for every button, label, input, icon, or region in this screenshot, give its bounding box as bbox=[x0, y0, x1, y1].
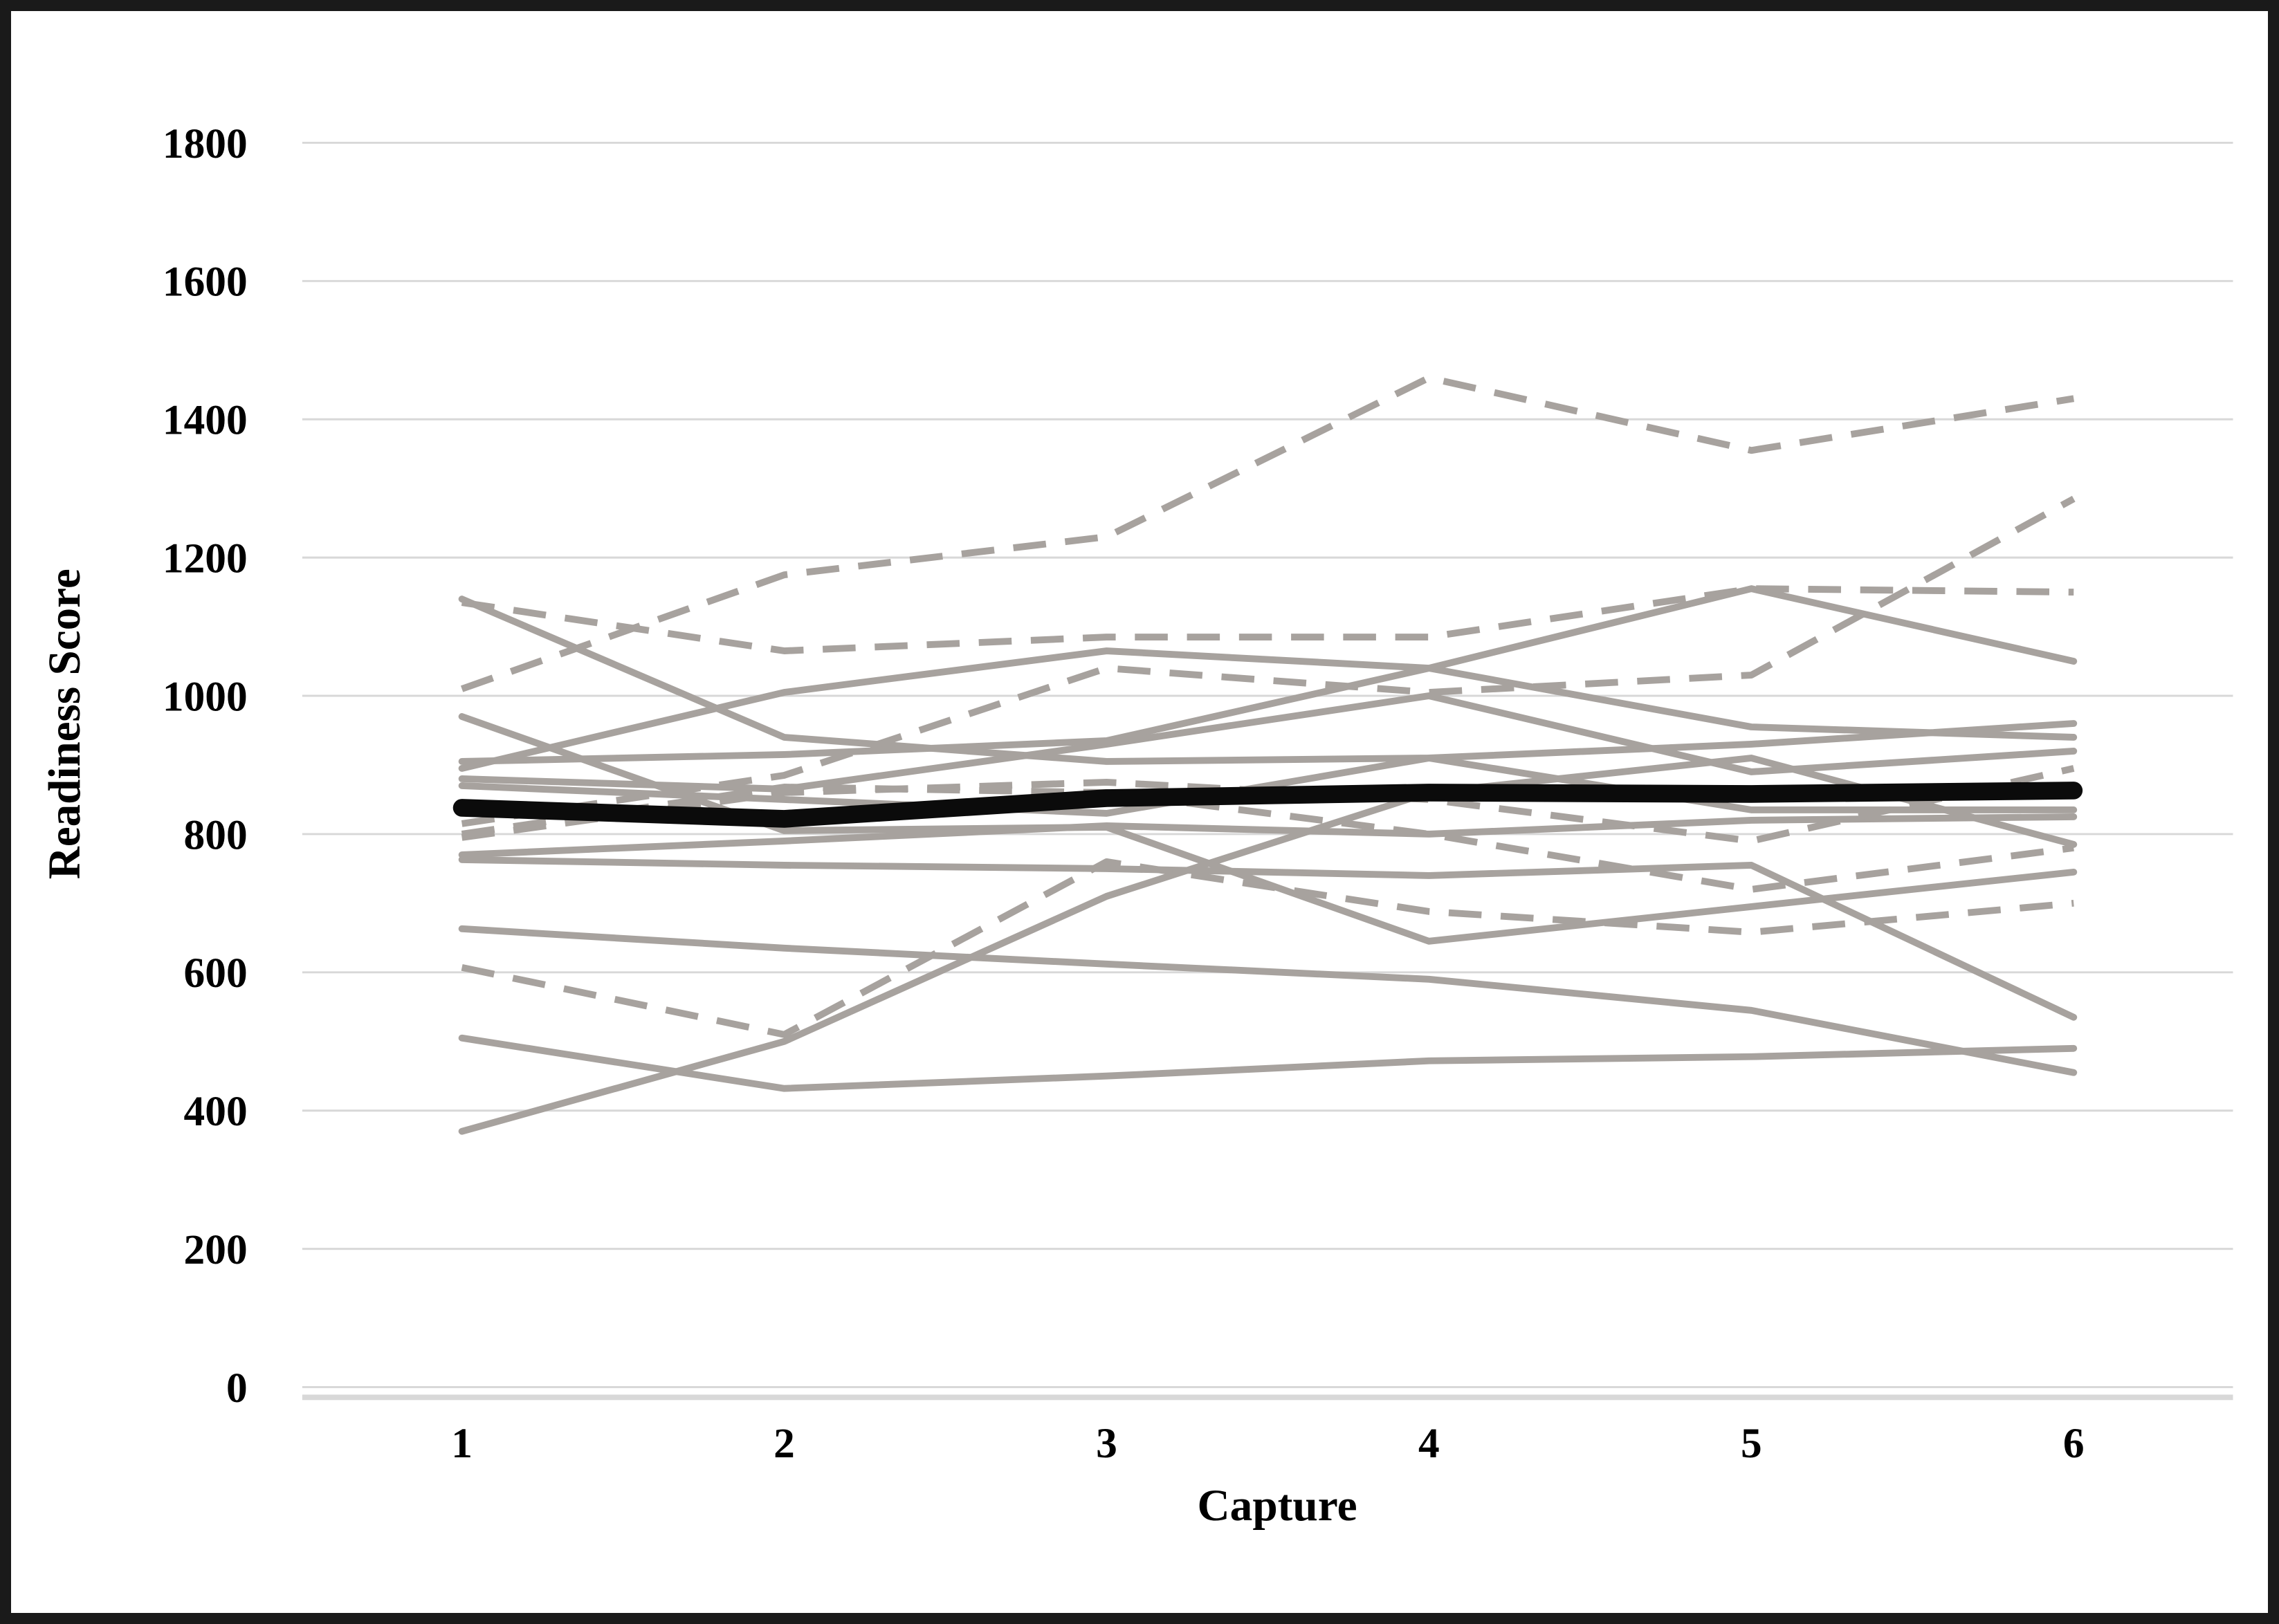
y-tick-label-400: 400 bbox=[184, 1088, 248, 1135]
series-group bbox=[452, 374, 2083, 1135]
series-individual-dashed-5 bbox=[461, 784, 2074, 893]
series-individual-dashed-3 bbox=[461, 495, 2076, 827]
series-individual-dashed-2 bbox=[460, 374, 2075, 692]
x-tick-label-1: 1 bbox=[451, 1420, 473, 1467]
y-tick-label-1000: 1000 bbox=[163, 674, 248, 721]
x-tick-label-2: 2 bbox=[774, 1420, 795, 1467]
x-tick-label-6: 6 bbox=[2063, 1420, 2085, 1467]
x-tick-label-3: 3 bbox=[1096, 1420, 1117, 1467]
x-tick-label-5: 5 bbox=[1741, 1420, 1762, 1467]
x-axis-title: Capture bbox=[1197, 1481, 1357, 1531]
y-axis-title: Readiness Score bbox=[40, 569, 90, 879]
series-individual-solid-5 bbox=[458, 692, 2078, 793]
y-tick-label-1400: 1400 bbox=[163, 397, 248, 444]
series-individual-solid-10 bbox=[458, 1034, 2078, 1092]
y-tick-label-1800: 1800 bbox=[163, 120, 248, 167]
chart-svg: 0 200 400 600 800 1000 1200 1400 1600 1800 1 2 3 4 5 6… bbox=[40, 120, 2233, 1531]
y-tick-label-600: 600 bbox=[184, 950, 248, 997]
series-individual-solid-4 bbox=[458, 585, 2078, 772]
y-tick-label-800: 800 bbox=[184, 811, 248, 858]
gridlines-group bbox=[302, 141, 2233, 1401]
series-individual-dashed-1 bbox=[461, 585, 2074, 654]
y-tick-label-200: 200 bbox=[184, 1226, 248, 1273]
series-mean bbox=[452, 782, 2083, 828]
x-tick-labels-group: 1 2 3 4 5 6 bbox=[451, 1420, 2084, 1467]
series-individual-solid-8 bbox=[458, 856, 2078, 1021]
series-individual-solid-11 bbox=[458, 755, 2078, 1135]
series-individual-solid-7 bbox=[458, 813, 2078, 858]
series-individual-solid-3 bbox=[458, 665, 2078, 765]
y-tick-label-1200: 1200 bbox=[163, 535, 248, 582]
y-tick-label-0: 0 bbox=[226, 1365, 248, 1412]
y-tick-labels-group: 0 200 400 600 800 1000 1200 1400 1600 1800 bbox=[163, 120, 248, 1412]
series-individual-solid-9 bbox=[458, 925, 2078, 1076]
series-individual-solid-1 bbox=[458, 596, 2078, 765]
series-individual-dashed-6 bbox=[461, 858, 2074, 1038]
y-tick-label-1600: 1600 bbox=[163, 259, 248, 306]
x-tick-label-4: 4 bbox=[1418, 1420, 1440, 1467]
